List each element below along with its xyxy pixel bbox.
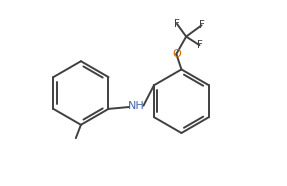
Text: F: F bbox=[199, 20, 204, 30]
Text: NH: NH bbox=[128, 101, 145, 111]
Text: F: F bbox=[174, 19, 180, 29]
Text: O: O bbox=[172, 49, 181, 59]
Text: F: F bbox=[197, 40, 202, 50]
